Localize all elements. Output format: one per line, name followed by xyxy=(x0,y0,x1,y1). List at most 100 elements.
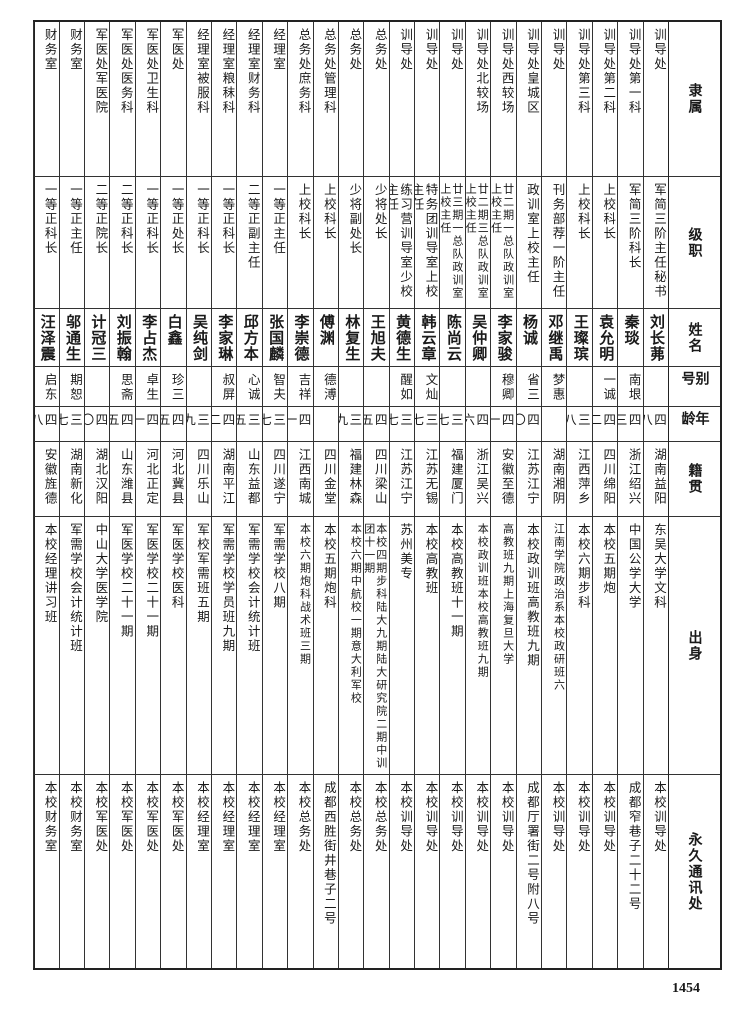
cell-department: 财务室 xyxy=(34,22,59,177)
cell-education: 本校经理讲习班 xyxy=(34,517,59,775)
cell-address: 本校训导处 xyxy=(423,781,439,854)
header-alias: 别号 xyxy=(669,367,720,407)
cell-age: 三七 xyxy=(415,407,440,442)
cell-address: 本校总务处 xyxy=(347,781,363,854)
cell-name: 吴仲卿 xyxy=(465,309,491,367)
table-row: 训导处北较场 廿二期三总队政训室上校主任 吴仲卿 四六 浙江吴兴 本校政训班本校高教班九期… xyxy=(464,22,491,968)
cell-native-place: 河北冀县 xyxy=(161,442,186,517)
cell-rank: 上校科长 xyxy=(288,177,313,309)
cell-native-place: 山东益都 xyxy=(237,442,262,517)
cell-education: 军需学校学员班九期 xyxy=(211,517,237,775)
cell-address: 本校训导处 xyxy=(601,781,617,854)
cell-age: 四二 xyxy=(211,407,237,442)
cell-name: 邬通生 xyxy=(59,309,85,367)
cell-native-place: 安徽旌德 xyxy=(34,442,59,517)
cell-alias: 省三 xyxy=(516,367,542,407)
table-row: 军医处 一等正处长 白鑫 珍三 四五 河北冀县 军医学校医科 本校军医处 xyxy=(160,22,186,968)
cell-address: 本校军医处 xyxy=(144,781,160,854)
table-row: 训导处 特务团训导室上校主任 韩云章 文灿 三七 江苏无锡 本校高教班 本校训导处 xyxy=(414,22,440,968)
cell-name: 邓继禹 xyxy=(542,309,567,367)
cell-native-place: 浙江吴兴 xyxy=(465,442,491,517)
cell-name: 白鑫 xyxy=(161,309,186,367)
cell-name: 计冠三 xyxy=(85,309,110,367)
cell-native-place: 湖北汉阳 xyxy=(85,442,110,517)
cell-rank: 军简三阶主任秘书 xyxy=(643,177,668,309)
cell-education: 本校六期中航校一期意大利军校 xyxy=(338,517,364,775)
cell-education: 军需学校会计统计班 xyxy=(59,517,85,775)
table-row: 军医处医务科 二等正科长 刘振翰 思斋 四五 山东潍县 军医学校二十一期 本校军医处 xyxy=(109,22,135,968)
header-education: 出身 xyxy=(669,517,720,775)
cell-education: 本校五期炮科 xyxy=(313,517,338,775)
cell-native-place: 湖南益阳 xyxy=(643,442,668,517)
table-row: 训导处 军简三阶主任秘书 刘长茀 四八 湖南益阳 东吴大学文科 本校训导处 xyxy=(642,22,668,968)
cell-department: 训导处第一科 xyxy=(618,22,643,177)
cell-department: 训导处皇城区 xyxy=(516,22,542,177)
cell-rank: 一等正处长 xyxy=(161,177,186,309)
cell-education: 中山大学医学院 xyxy=(85,517,110,775)
cell-native-place: 四川乐山 xyxy=(186,442,211,517)
table-row: 经理室 一等正主任 张国麟 智夫 三七 四川遂宁 军需学校八期 本校经理室 xyxy=(261,22,288,968)
cell-name: 杨诚 xyxy=(516,309,542,367)
cell-native-place: 福建厦门 xyxy=(440,442,465,517)
cell-department: 训导处 xyxy=(643,22,668,177)
header-column: 隶属 级职 姓名 别号 年龄 籍贯 出身 永久通讯处 xyxy=(668,22,720,968)
cell-native-place: 四川梁山 xyxy=(364,442,389,517)
header-name: 姓名 xyxy=(669,309,720,367)
cell-native-place: 江苏无锡 xyxy=(415,442,440,517)
cell-department: 训导处北较场 xyxy=(465,22,491,177)
personnel-table: 隶属 级职 姓名 别号 年龄 籍贯 出身 永久通讯处 训导处 军简三阶主任秘书 刘长茀 四八 湖南益阳东… xyxy=(33,20,722,970)
cell-address: 本校经理室 xyxy=(245,781,261,854)
table-row: 总务处 少将处长 王旭夫 四五 四川梁山 本校四期步科陆大九期陆大研究院二期中训团十一期本… xyxy=(363,22,389,968)
cell-alias: 启东 xyxy=(34,367,59,407)
cell-department: 总务处管理科 xyxy=(313,22,338,177)
table-row: 训导处 廿三期一总队政训室上校主任 陈尚云 三七 福建厦门 本校高教班十一期 本校训导处 xyxy=(439,22,465,968)
cell-age: 三八 xyxy=(567,407,592,442)
cell-age: 四一 xyxy=(491,407,516,442)
cell-address: 本校训导处 xyxy=(499,781,515,854)
cell-alias xyxy=(85,367,110,407)
cell-alias: 吉祥 xyxy=(288,367,313,407)
cell-rank: 一等正科长 xyxy=(135,177,161,309)
cell-address: 本校经理室 xyxy=(271,781,287,854)
cell-department: 经理室粮秣科 xyxy=(211,22,237,177)
cell-alias xyxy=(364,367,389,407)
cell-name: 王璨瑸 xyxy=(567,309,592,367)
cell-alias xyxy=(643,367,668,407)
cell-alias: 文灿 xyxy=(415,367,440,407)
cell-education: 本校政训班高教班九期 xyxy=(516,517,542,775)
table-row: 训导处西较场 廿二期一总队政训室上校主任 李家骏 穆卿 四一 安徽至德 高教班九期上海复旦大… xyxy=(490,22,516,968)
cell-age: 四〇 xyxy=(516,407,542,442)
cell-rank: 廿三期一总队政训室上校主任 xyxy=(440,177,465,309)
cell-age: 四五 xyxy=(364,407,389,442)
cell-name: 李家琳 xyxy=(211,309,237,367)
cell-education: 苏州美专 xyxy=(389,517,415,775)
cell-rank: 刊务部荐一阶主任 xyxy=(542,177,567,309)
cell-department: 财务室 xyxy=(59,22,85,177)
cell-name: 傅渊 xyxy=(313,309,338,367)
cell-rank: 廿二期一总队政训室上校主任 xyxy=(491,177,516,309)
cell-rank: 少将副处长 xyxy=(338,177,364,309)
cell-native-place: 四川绵阳 xyxy=(592,442,618,517)
cell-rank: 军简三阶科长 xyxy=(618,177,643,309)
cell-department: 训导处 xyxy=(542,22,567,177)
table-row: 经理室被服科 一等正科长 吴纯剑 三九 四川乐山 军校军需班五期 本校经理室 xyxy=(185,22,211,968)
cell-department: 经理室 xyxy=(262,22,288,177)
cell-address: 本校总务处 xyxy=(296,781,312,854)
cell-native-place: 河北正定 xyxy=(135,442,161,517)
cell-rank: 二等正院长 xyxy=(85,177,110,309)
cell-address: 本校军医处 xyxy=(169,781,185,854)
cell-department: 经理室财务科 xyxy=(237,22,262,177)
cell-address: 成都窄巷子二十二号 xyxy=(626,781,642,912)
cell-alias xyxy=(338,367,364,407)
cell-department: 总务处 xyxy=(364,22,389,177)
cell-native-place: 湖南湘阴 xyxy=(542,442,567,517)
cell-rank: 廿二期三总队政训室上校主任 xyxy=(465,177,491,309)
cell-age xyxy=(313,407,338,442)
cell-age: 三七 xyxy=(59,407,85,442)
cell-alias: 卓生 xyxy=(135,367,161,407)
table-row: 军医处军医院 二等正院长 计冠三 四〇 湖北汉阳 中山大学医学院 本校军医处 xyxy=(84,22,110,968)
cell-native-place: 湖南平江 xyxy=(211,442,237,517)
cell-education: 军医学校二十一期 xyxy=(110,517,135,775)
cell-department: 训导处 xyxy=(440,22,465,177)
cell-address: 本校总务处 xyxy=(372,781,388,854)
